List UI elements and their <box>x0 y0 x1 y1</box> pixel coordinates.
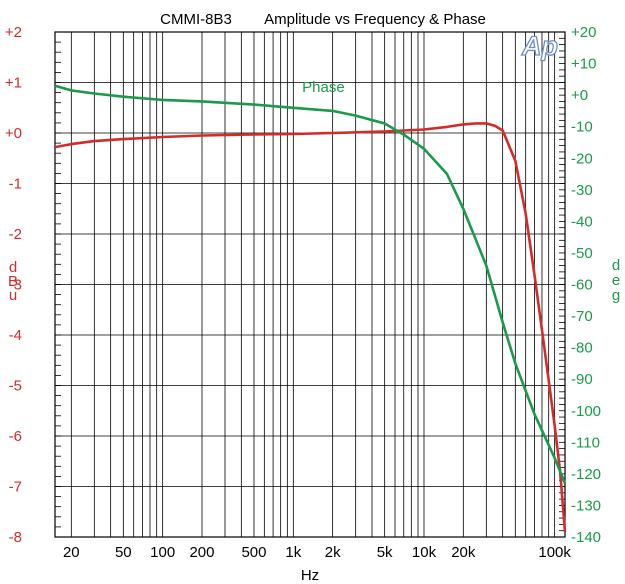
y-axis-label-left-char: u <box>9 287 17 304</box>
grid-lines <box>55 32 565 537</box>
x-tick-label: 500 <box>241 544 266 561</box>
y-right-tick-label: -100 <box>571 403 601 420</box>
y-right-tick-label: -80 <box>571 340 593 357</box>
y-axis-label-right-char: e <box>612 272 620 289</box>
y-axis-label-right-char: g <box>612 287 620 304</box>
series-label-phase: Phase <box>302 79 345 96</box>
y-right-tick-label: -20 <box>571 150 593 167</box>
y-left-tick-label: +0 <box>5 125 22 142</box>
y-axis-label-left: d B u <box>8 259 18 304</box>
x-tick-label: 20 <box>63 544 80 561</box>
y-left-tick-label: -2 <box>9 226 22 243</box>
y-right-tick-label: -60 <box>571 277 593 294</box>
phase-series-line <box>54 84 567 484</box>
x-tick-label: 200 <box>189 544 214 561</box>
y-right-tick-label: -110 <box>571 434 600 451</box>
y-right-tick-label: -140 <box>571 529 601 546</box>
y-left-tick-label: -6 <box>9 428 22 445</box>
x-tick-label: 100 <box>150 544 175 561</box>
x-tick-label: 2k <box>325 544 341 561</box>
x-axis-label: Hz <box>301 567 319 584</box>
amplitude-series-line <box>54 122 567 533</box>
x-tick-label: 100k <box>538 544 571 561</box>
y-left-tick-label: -3 <box>9 277 22 294</box>
x-tick-labels: 20 50 100 200 500 1k 2k 5k 10k 20k 100k <box>63 544 571 561</box>
y-right-tick-label: -90 <box>571 371 593 388</box>
x-tick-label: 20k <box>451 544 476 561</box>
series-layer: Phase <box>54 79 567 533</box>
minor-ticks <box>55 31 565 538</box>
x-tick-label: 5k <box>377 544 393 561</box>
y-left-tick-label: -5 <box>9 378 22 395</box>
y-left-tick-label: -1 <box>9 176 22 193</box>
x-tick-label: 50 <box>115 544 132 561</box>
y-right-tick-label: -120 <box>571 466 601 483</box>
y-right-tick-label: -130 <box>571 497 601 514</box>
chart-title-right: Amplitude vs Frequency & Phase <box>264 11 486 28</box>
y-left-tick-label: +2 <box>5 24 22 41</box>
y-right-tick-label: -10 <box>571 119 593 136</box>
y-axis-label-right-char: d <box>612 257 620 274</box>
y-right-tick-label: -30 <box>571 182 593 199</box>
x-tick-label: 1k <box>285 544 301 561</box>
y-right-tick-label: -40 <box>571 213 593 230</box>
y-left-tick-labels: +2 +1 +0 -1 -2 -3 -4 -5 -6 -7 -8 <box>5 24 22 546</box>
y-left-tick-label: +1 <box>5 75 22 92</box>
y-axis-label-left-char: B <box>8 273 18 290</box>
y-left-tick-label: -4 <box>9 327 22 344</box>
x-tick-label: 10k <box>412 544 437 561</box>
y-right-tick-label: +0 <box>571 87 588 104</box>
y-right-tick-label: +10 <box>571 56 596 73</box>
y-right-tick-label: -50 <box>571 245 593 262</box>
y-right-tick-label: +20 <box>571 24 596 41</box>
y-right-tick-labels: +20 +10 +0 -10 -20 -30 -40 -50 -60 -70 -80 -90 -100 -… <box>571 24 601 546</box>
y-axis-label-right: d e g <box>612 257 620 304</box>
y-right-tick-label: -70 <box>571 308 593 325</box>
y-left-tick-label: -8 <box>9 529 22 546</box>
ap-logo: Ap <box>520 30 558 61</box>
chart-title-left: CMMI-8B3 <box>160 11 232 28</box>
y-left-tick-label: -7 <box>9 479 22 496</box>
y-axis-label-left-char: d <box>9 259 17 276</box>
ap-logo-text: Ap <box>521 31 558 61</box>
